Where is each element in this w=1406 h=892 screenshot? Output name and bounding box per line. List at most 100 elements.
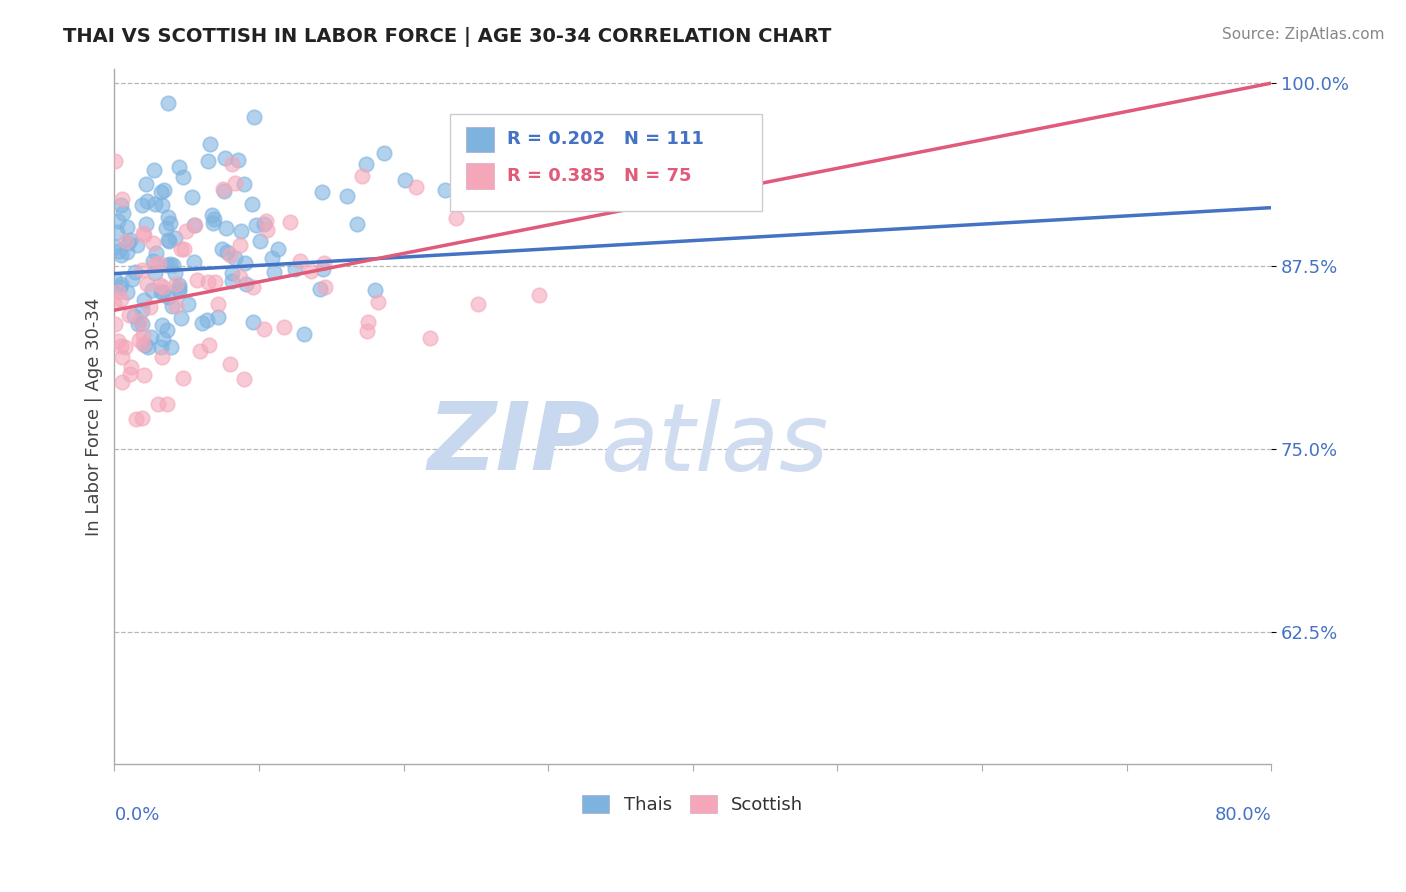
Point (152, 280, 174, 294)
FancyBboxPatch shape (465, 127, 494, 153)
Point (273, 319, 295, 334)
Point (110, 338, 132, 352)
Text: ZIP: ZIP (427, 398, 600, 491)
Point (212, 184, 235, 198)
Point (124, 310, 146, 324)
Point (198, 337, 221, 351)
Point (155, 323, 177, 337)
Point (267, 242, 290, 256)
Point (117, 235, 139, 250)
Point (134, 227, 156, 242)
Point (256, 223, 278, 237)
Point (311, 185, 333, 199)
Point (142, 163, 165, 178)
Point (149, 185, 172, 199)
Point (132, 328, 155, 343)
Point (159, 257, 181, 271)
Point (152, 285, 174, 299)
Point (309, 282, 332, 296)
Point (131, 317, 153, 331)
Point (125, 411, 148, 425)
Point (110, 292, 132, 306)
Point (467, 297, 489, 311)
Point (346, 217, 368, 231)
Text: atlas: atlas (600, 399, 828, 490)
Point (136, 277, 159, 291)
Point (132, 227, 155, 241)
Point (444, 211, 467, 225)
Point (142, 254, 165, 268)
Point (107, 214, 129, 228)
Point (183, 254, 205, 268)
Point (314, 280, 336, 294)
Point (150, 318, 173, 332)
Point (141, 283, 163, 297)
Point (188, 344, 211, 359)
FancyBboxPatch shape (450, 114, 762, 211)
Point (110, 198, 132, 212)
Point (111, 205, 134, 219)
Point (363, 283, 385, 297)
Point (104, 153, 127, 168)
Point (104, 239, 127, 253)
Point (292, 327, 315, 342)
Point (356, 324, 378, 338)
Point (149, 285, 172, 299)
Point (107, 285, 129, 300)
Point (204, 275, 226, 289)
Point (254, 213, 277, 227)
Point (242, 315, 264, 329)
Point (127, 237, 149, 252)
Point (228, 153, 250, 168)
Point (145, 246, 167, 260)
Point (167, 285, 190, 299)
Point (136, 194, 159, 208)
Point (139, 330, 162, 344)
Point (173, 243, 195, 257)
Point (103, 273, 125, 287)
Point (156, 95, 179, 110)
Point (221, 266, 243, 280)
Point (527, 288, 550, 302)
Point (110, 277, 132, 292)
Point (152, 332, 174, 346)
Point (139, 300, 162, 314)
Point (190, 316, 212, 330)
Point (167, 277, 190, 292)
Point (357, 315, 380, 329)
Text: Source: ZipAtlas.com: Source: ZipAtlas.com (1222, 27, 1385, 42)
Point (111, 350, 134, 364)
Point (165, 299, 187, 313)
Point (159, 216, 181, 230)
Text: 80.0%: 80.0% (1215, 806, 1271, 824)
Point (211, 242, 233, 256)
FancyBboxPatch shape (465, 163, 494, 189)
Point (157, 234, 180, 248)
Point (262, 251, 284, 265)
Point (121, 272, 143, 286)
Point (146, 396, 169, 410)
Point (207, 296, 229, 310)
Point (176, 224, 198, 238)
Text: THAI VS SCOTTISH IN LABOR FORCE | AGE 30-34 CORRELATION CHART: THAI VS SCOTTISH IN LABOR FORCE | AGE 30… (63, 27, 831, 46)
Point (233, 255, 256, 269)
Point (131, 263, 153, 277)
Point (221, 157, 243, 171)
Point (162, 259, 184, 273)
Point (202, 211, 225, 226)
Point (312, 255, 335, 269)
Point (163, 231, 186, 245)
Point (350, 169, 373, 183)
Point (138, 340, 160, 354)
Point (183, 218, 205, 232)
Point (114, 340, 136, 354)
Point (167, 281, 190, 295)
Point (120, 233, 142, 247)
Point (419, 331, 441, 345)
Point (127, 317, 149, 331)
Point (184, 219, 207, 233)
Point (111, 376, 134, 390)
Y-axis label: In Labor Force | Age 30-34: In Labor Force | Age 30-34 (86, 297, 103, 535)
Point (373, 145, 395, 160)
Point (120, 360, 142, 375)
